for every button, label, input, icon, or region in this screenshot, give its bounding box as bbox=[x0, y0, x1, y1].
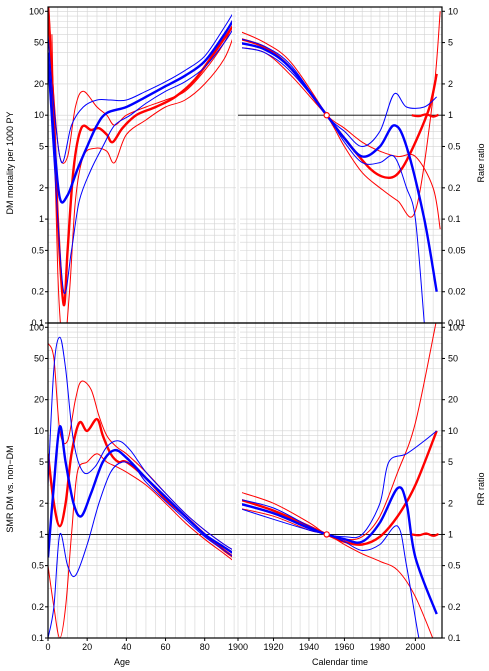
top-left-tick-label: 0.2 bbox=[31, 287, 44, 297]
bottom-left-tick-label: 2 bbox=[39, 498, 44, 508]
bottom-left-tick-label: 100 bbox=[29, 322, 44, 332]
top-left-tick-label: 20 bbox=[34, 79, 44, 89]
bottom-age-series-3 bbox=[48, 425, 232, 558]
bottom-right-tick-label: 0.2 bbox=[448, 602, 461, 612]
top-right-tick-label: 0.1 bbox=[448, 214, 461, 224]
age-x-tick-label: 80 bbox=[200, 642, 210, 652]
top-age-series-3 bbox=[48, 19, 232, 204]
bottom-right-tick-label: 50 bbox=[448, 353, 458, 363]
top-right-tick-label: 0.02 bbox=[448, 287, 466, 297]
top-reference-point bbox=[323, 112, 330, 119]
top-left-tick-label: 10 bbox=[34, 110, 44, 120]
bottom-right-tick-label: 0.1 bbox=[448, 633, 461, 643]
cal-x-tick-label: 1960 bbox=[334, 642, 354, 652]
top-y-label: DM mortality per 1000 PY bbox=[5, 111, 15, 214]
bottom-panel-frame bbox=[47, 322, 443, 639]
bottom-cal-series-1 bbox=[242, 323, 437, 541]
series-lines bbox=[48, 7, 442, 638]
bottom-y-label-right: RR ratio bbox=[476, 472, 486, 505]
bottom-left-tick-label: 20 bbox=[34, 395, 44, 405]
top-age-series-5 bbox=[48, 29, 232, 295]
top-cal-series-group bbox=[242, 11, 441, 323]
top-cal-series-0 bbox=[242, 38, 438, 179]
bottom-right-tick-label: 10 bbox=[448, 426, 458, 436]
top-cal-series-1 bbox=[242, 11, 441, 218]
top-left-tick-label: 0.5 bbox=[31, 245, 44, 255]
plot-frames bbox=[47, 6, 443, 639]
top-left-tick-label: 50 bbox=[34, 38, 44, 48]
top-panel-frame bbox=[47, 6, 443, 324]
top-cal-series-3 bbox=[242, 42, 438, 292]
bottom-right-tick-label: 1 bbox=[448, 529, 453, 539]
cal-x-tick-label: 1920 bbox=[263, 642, 283, 652]
bottom-right-tick-label: 0.5 bbox=[448, 561, 461, 571]
x-label-age: Age bbox=[114, 657, 130, 667]
tick-labels: 0.10.20.51251020501000.010.020.050.10.20… bbox=[29, 6, 466, 652]
top-age-series-2 bbox=[51, 34, 232, 323]
top-right-tick-label: 0.05 bbox=[448, 245, 466, 255]
bottom-reference-point bbox=[323, 531, 330, 538]
cal-x-tick-label: 2000 bbox=[405, 642, 425, 652]
bottom-left-tick-label: 10 bbox=[34, 426, 44, 436]
top-right-tick-label: 1 bbox=[448, 110, 453, 120]
bottom-cal-series-3 bbox=[242, 486, 438, 615]
top-right-tick-label: 0.2 bbox=[448, 183, 461, 193]
cal-x-tick-label: 1900 bbox=[228, 642, 248, 652]
top-right-tick-label: 5 bbox=[448, 38, 453, 48]
bottom-age-series-5 bbox=[48, 461, 232, 638]
top-right-tick-label: 10 bbox=[448, 6, 458, 16]
bottom-cal-series-4 bbox=[242, 430, 438, 539]
age-x-tick-label: 40 bbox=[121, 642, 131, 652]
top-cal-series-5 bbox=[242, 47, 425, 323]
bottom-left-tick-label: 0.5 bbox=[31, 561, 44, 571]
cal-x-tick-label: 1980 bbox=[370, 642, 390, 652]
bottom-left-tick-label: 0.1 bbox=[31, 633, 44, 643]
top-left-tick-label: 1 bbox=[39, 214, 44, 224]
bottom-cal-series-5 bbox=[242, 508, 420, 638]
bottom-cal-series-group bbox=[242, 323, 439, 638]
top-age-series-4 bbox=[48, 13, 232, 164]
top-left-tick-label: 100 bbox=[29, 6, 44, 16]
top-right-tick-label: 2 bbox=[448, 79, 453, 89]
bottom-right-tick-label: 2 bbox=[448, 498, 453, 508]
bottom-age-series-2 bbox=[48, 453, 232, 638]
top-left-tick-label: 2 bbox=[39, 183, 44, 193]
bottom-cal-series-2 bbox=[242, 508, 434, 638]
top-cal-series-2 bbox=[242, 47, 441, 230]
top-left-tick-label: 0.1 bbox=[31, 318, 44, 328]
bottom-left-tick-label: 1 bbox=[39, 529, 44, 539]
x-label-calendar: Calendar time bbox=[312, 657, 368, 667]
bottom-right-tick-label: 20 bbox=[448, 395, 458, 405]
top-age-series-group bbox=[48, 7, 232, 323]
bottom-right-tick-label: 5 bbox=[448, 457, 453, 467]
bottom-y-label: SMR DM vs. non−DM bbox=[5, 445, 15, 532]
age-x-tick-label: 60 bbox=[161, 642, 171, 652]
top-cal-series-6 bbox=[411, 113, 439, 118]
bottom-left-tick-label: 5 bbox=[39, 457, 44, 467]
top-right-tick-label: 0.5 bbox=[448, 141, 461, 151]
age-x-tick-label: 0 bbox=[45, 642, 50, 652]
bottom-cal-series-0 bbox=[242, 430, 438, 546]
bottom-age-series-4 bbox=[48, 336, 232, 550]
bottom-age-series-group bbox=[48, 336, 232, 638]
top-cal-series-4 bbox=[242, 38, 438, 147]
top-left-tick-label: 5 bbox=[39, 141, 44, 151]
top-age-series-0 bbox=[48, 7, 232, 307]
bottom-left-tick-label: 0.2 bbox=[31, 602, 44, 612]
top-right-tick-label: 0.01 bbox=[448, 318, 466, 328]
age-x-tick-label: 20 bbox=[82, 642, 92, 652]
bottom-cal-series-6 bbox=[411, 532, 439, 537]
top-y-label-right: Rate ratio bbox=[476, 143, 486, 182]
cal-x-tick-label: 1940 bbox=[299, 642, 319, 652]
bottom-left-tick-label: 50 bbox=[34, 353, 44, 363]
bottom-right-tick-label: 100 bbox=[448, 322, 463, 332]
